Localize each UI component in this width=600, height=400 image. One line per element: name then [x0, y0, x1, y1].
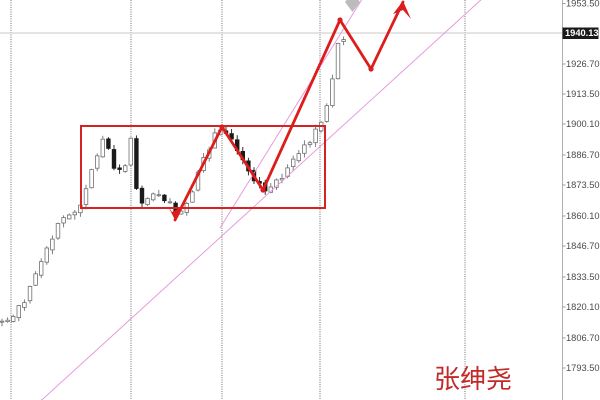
svg-text:1926.70: 1926.70	[566, 59, 600, 69]
svg-text:1873.50: 1873.50	[566, 180, 600, 190]
svg-text:1913.50: 1913.50	[566, 89, 600, 99]
svg-text:张绅尧: 张绅尧	[434, 359, 512, 396]
svg-text:1833.50: 1833.50	[566, 272, 600, 282]
svg-text:1846.70: 1846.70	[566, 241, 600, 251]
svg-text:1820.10: 1820.10	[566, 302, 600, 312]
svg-text:1940.13: 1940.13	[565, 28, 599, 38]
svg-text:1900.10: 1900.10	[566, 119, 600, 129]
svg-text:1886.70: 1886.70	[566, 150, 600, 160]
svg-text:1953.50: 1953.50	[566, 0, 600, 9]
svg-text:1806.70: 1806.70	[566, 333, 600, 343]
svg-text:1793.50: 1793.50	[566, 363, 600, 373]
svg-text:1860.10: 1860.10	[566, 211, 600, 221]
